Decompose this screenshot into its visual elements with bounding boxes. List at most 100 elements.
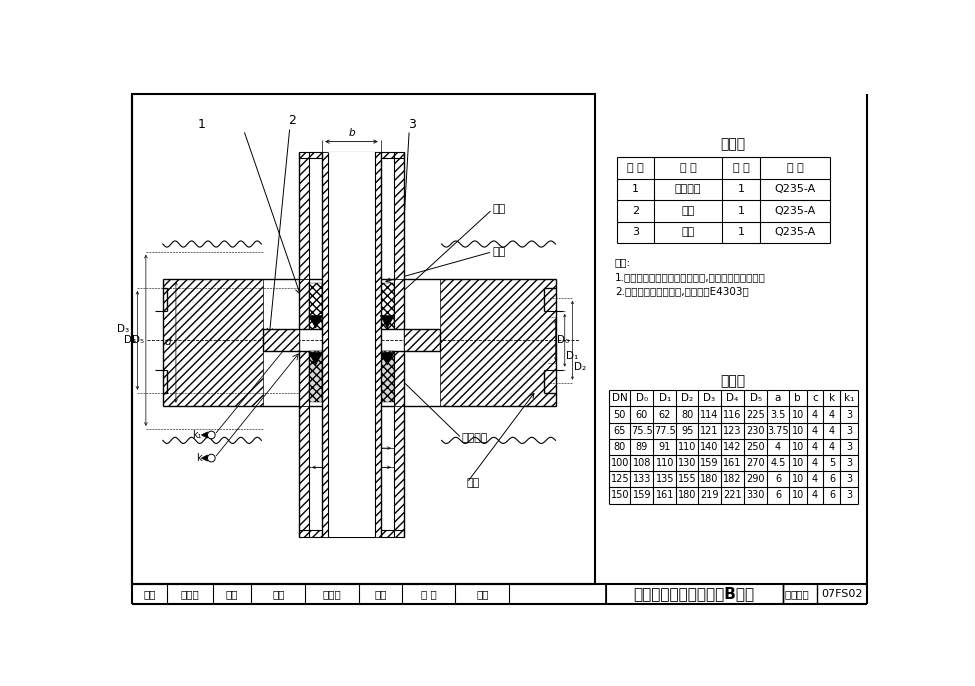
Text: 221: 221 — [723, 490, 742, 500]
Text: 庄镐胜: 庄镐胜 — [323, 589, 341, 599]
Text: L: L — [349, 472, 354, 481]
Text: 3.5: 3.5 — [770, 410, 786, 420]
Text: D₁: D₁ — [659, 393, 671, 403]
Text: D₁: D₁ — [566, 351, 578, 361]
Text: 审核: 审核 — [143, 589, 156, 599]
Bar — [299, 405, 309, 536]
Text: D₅: D₅ — [750, 393, 761, 403]
Text: 1: 1 — [737, 185, 745, 194]
Polygon shape — [309, 353, 323, 365]
Polygon shape — [380, 316, 394, 328]
Text: 330: 330 — [747, 490, 765, 500]
Text: 3: 3 — [846, 458, 852, 468]
Text: 116: 116 — [723, 410, 742, 420]
Text: 翼环: 翼环 — [682, 206, 694, 216]
Text: 材料表: 材料表 — [721, 137, 745, 151]
Text: 3: 3 — [846, 410, 852, 420]
Text: 任放: 任放 — [476, 589, 488, 599]
Text: 142: 142 — [723, 442, 742, 452]
Text: 60: 60 — [636, 410, 647, 420]
Bar — [299, 351, 309, 405]
Text: 3: 3 — [846, 474, 852, 484]
Text: 页: 页 — [785, 589, 792, 599]
Text: 汪炫: 汪炫 — [272, 589, 285, 599]
Bar — [440, 279, 556, 405]
Bar — [329, 152, 374, 536]
Text: c: c — [349, 379, 354, 390]
Text: D₅: D₅ — [133, 335, 144, 345]
Text: 数 量: 数 量 — [732, 163, 750, 173]
Text: a: a — [775, 393, 781, 403]
Text: 材 料: 材 料 — [787, 163, 803, 173]
Text: 2.焊接采用手工电弧焊,焊条型号E4303。: 2.焊接采用手工电弧焊,焊条型号E4303。 — [615, 286, 749, 296]
Text: 许为民: 许为民 — [180, 589, 199, 599]
Bar — [394, 405, 404, 536]
Text: 4: 4 — [812, 442, 818, 452]
Text: 65: 65 — [613, 426, 626, 436]
Text: 6: 6 — [775, 474, 781, 484]
Text: 182: 182 — [723, 474, 742, 484]
Text: 133: 133 — [633, 474, 651, 484]
Text: 4: 4 — [829, 410, 835, 420]
Text: 6: 6 — [775, 490, 781, 500]
Bar — [299, 152, 309, 279]
Bar — [299, 530, 404, 536]
Text: 121: 121 — [700, 426, 719, 436]
Text: 108: 108 — [633, 458, 651, 468]
Text: 159: 159 — [633, 490, 651, 500]
Text: 4: 4 — [775, 442, 781, 452]
Text: 110: 110 — [655, 458, 674, 468]
Text: k₁: k₁ — [192, 430, 201, 440]
Text: 77.5: 77.5 — [654, 426, 676, 436]
Text: 4: 4 — [812, 426, 818, 436]
Polygon shape — [309, 316, 323, 328]
Text: D₂: D₂ — [574, 362, 586, 372]
Text: Q235-A: Q235-A — [774, 206, 816, 216]
Polygon shape — [201, 432, 208, 438]
Text: 5: 5 — [829, 458, 835, 468]
Text: Q235-A: Q235-A — [774, 228, 816, 237]
Text: L/3: L/3 — [344, 301, 359, 310]
Text: D₃: D₃ — [703, 393, 716, 403]
Text: 校对: 校对 — [226, 589, 238, 599]
Text: L/3: L/3 — [366, 301, 379, 310]
Bar — [322, 152, 329, 536]
Text: 1.钢管和挡圈焊接后经镀锌处理,再施行与套管安装。: 1.钢管和挡圈焊接后经镀锌处理,再施行与套管安装。 — [615, 272, 765, 282]
Text: 62: 62 — [659, 410, 671, 420]
Text: 10: 10 — [792, 426, 803, 436]
Text: 75.5: 75.5 — [631, 426, 652, 436]
Text: 80: 80 — [613, 442, 626, 452]
Text: 140: 140 — [700, 442, 719, 452]
Text: 名 称: 名 称 — [680, 163, 696, 173]
Bar — [404, 329, 440, 351]
Text: 91: 91 — [659, 442, 671, 452]
Text: 135: 135 — [655, 474, 674, 484]
Text: 10: 10 — [792, 458, 803, 468]
Text: 防护密闭套管安装图（B型）: 防护密闭套管安装图（B型） — [634, 587, 755, 602]
Text: 设计: 设计 — [374, 589, 386, 599]
Text: 110: 110 — [678, 442, 696, 452]
Text: 95: 95 — [681, 426, 693, 436]
Text: 150: 150 — [610, 490, 629, 500]
Text: 180: 180 — [700, 474, 719, 484]
Text: 2: 2 — [632, 206, 640, 216]
Bar — [263, 329, 299, 351]
Text: 3: 3 — [632, 228, 639, 237]
Circle shape — [208, 431, 215, 439]
Text: 外墙: 外墙 — [467, 477, 481, 488]
Bar — [394, 279, 404, 329]
Text: 114: 114 — [700, 410, 719, 420]
Text: 3.75: 3.75 — [767, 426, 789, 436]
Bar — [374, 152, 380, 536]
Text: 270: 270 — [747, 458, 765, 468]
Bar — [380, 351, 394, 402]
Text: 130: 130 — [678, 458, 696, 468]
Text: 4: 4 — [812, 410, 818, 420]
Text: D₄: D₄ — [124, 335, 136, 345]
Text: 1: 1 — [737, 206, 745, 216]
Bar — [309, 351, 322, 402]
Text: b: b — [795, 393, 801, 403]
Text: 10: 10 — [792, 490, 803, 500]
Text: 钢制套管: 钢制套管 — [675, 185, 701, 194]
Text: DN: DN — [612, 393, 628, 403]
